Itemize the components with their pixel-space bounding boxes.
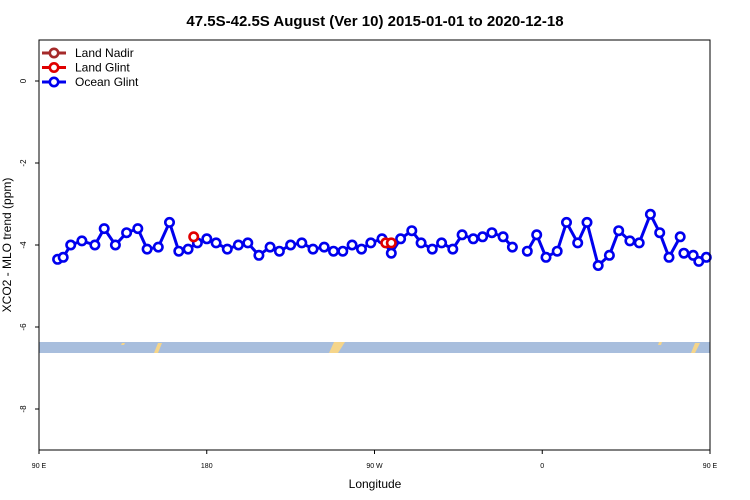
- ocean-glint-point: [624, 235, 636, 247]
- y-tick-label: -2: [19, 159, 28, 167]
- land-glint-point: [188, 231, 200, 243]
- ocean-glint-point: [89, 239, 101, 251]
- ocean-glint-point: [678, 247, 690, 259]
- ocean-glint-point: [337, 245, 349, 257]
- ocean-glint-point: [210, 237, 222, 249]
- ocean-glint-point: [560, 216, 572, 228]
- ocean-glint-point: [121, 227, 133, 239]
- ocean-glint-point: [654, 227, 666, 239]
- legend-label: Ocean Glint: [75, 75, 139, 89]
- ocean-glint-point: [201, 233, 213, 245]
- ocean-glint-point: [572, 237, 584, 249]
- ocean-glint-point: [592, 259, 604, 271]
- ocean-glint-line: [57, 218, 514, 261]
- ocean-glint-point: [273, 245, 285, 257]
- ocean-glint-point: [173, 245, 185, 257]
- legend-label: Land Glint: [75, 61, 130, 75]
- x-tick-label: 90 W: [366, 463, 383, 470]
- ocean-glint-point: [109, 239, 121, 251]
- ocean-glint-point: [467, 233, 479, 245]
- ocean-glint-point: [318, 241, 330, 253]
- y-tick-label: 0: [19, 78, 28, 83]
- y-axis-label: XCO2 - MLO trend (ppm): [0, 178, 14, 313]
- land-patch: [329, 342, 345, 353]
- ocean-strip: [39, 342, 710, 353]
- land-patch: [658, 342, 662, 345]
- ocean-glint-point: [132, 223, 144, 235]
- ocean-glint-point: [674, 231, 686, 243]
- ocean-glint-point: [182, 243, 194, 255]
- x-axis-label: Longitude: [349, 477, 402, 491]
- land-ocean-strip: [39, 342, 710, 353]
- ocean-glint-point: [700, 251, 712, 263]
- ocean-glint-point: [477, 231, 489, 243]
- land-glint-point: [385, 237, 397, 249]
- ocean-glint-point: [76, 235, 88, 247]
- y-tick-label: -4: [19, 241, 28, 249]
- ocean-glint-point: [264, 241, 276, 253]
- y-axis: 0 -2 -4 -6 -8: [19, 78, 39, 413]
- ocean-glint-point: [447, 243, 459, 255]
- ocean-glint-point: [506, 241, 518, 253]
- ocean-glint-point: [531, 229, 543, 241]
- ocean-glint-point: [406, 225, 418, 237]
- ocean-glint-point: [221, 243, 233, 255]
- land-patch: [691, 343, 700, 353]
- ocean-glint-point: [551, 245, 563, 257]
- ocean-glint-point: [164, 216, 176, 228]
- ocean-glint-point: [307, 243, 319, 255]
- ocean-glint-point: [613, 225, 625, 237]
- legend-marker: [48, 47, 60, 59]
- ocean-glint-point: [456, 229, 468, 241]
- ocean-glint-point: [663, 251, 675, 263]
- ocean-glint-point: [232, 239, 244, 251]
- ocean-glint-point: [540, 251, 552, 263]
- ocean-glint-point: [426, 243, 438, 255]
- ocean-glint-point: [57, 251, 69, 263]
- land-patch: [121, 343, 125, 345]
- ocean-glint-point: [436, 237, 448, 249]
- ocean-glint-point: [253, 249, 265, 261]
- ocean-glint-point: [415, 237, 427, 249]
- ocean-glint-point: [346, 239, 358, 251]
- ocean-glint-point: [644, 208, 656, 220]
- ocean-glint-point: [296, 237, 308, 249]
- ocean-glint-point: [141, 243, 153, 255]
- chart-title: 47.5S-42.5S August (Ver 10) 2015-01-01 t…: [186, 13, 563, 30]
- land-patch: [154, 343, 162, 353]
- ocean-glint-point: [355, 243, 367, 255]
- x-tick-label: 180: [201, 463, 213, 470]
- ocean-glint-point: [633, 237, 645, 249]
- y-tick-label: -6: [19, 323, 28, 331]
- series-layer: [52, 208, 712, 271]
- ocean-glint-point: [98, 223, 110, 235]
- ocean-glint-point: [285, 239, 297, 251]
- ocean-glint-point: [521, 245, 533, 257]
- legend-label: Land Nadir: [75, 46, 134, 60]
- ocean-glint-point: [385, 247, 397, 259]
- ocean-glint-point: [581, 216, 593, 228]
- x-tick-label: 90 E: [32, 463, 47, 470]
- ocean-glint-point: [327, 245, 339, 257]
- ocean-glint-point: [242, 237, 254, 249]
- legend-marker: [48, 76, 60, 88]
- x-tick-label: 0: [540, 463, 544, 470]
- x-tick-label: 90 E: [703, 463, 718, 470]
- ocean-glint-point: [486, 227, 498, 239]
- ocean-glint-point: [365, 237, 377, 249]
- ocean-glint-point: [65, 239, 77, 251]
- y-tick-label: -8: [19, 405, 28, 413]
- ocean-glint-line: [525, 210, 682, 269]
- ocean-glint-point: [603, 249, 615, 261]
- ocean-glint-point: [395, 233, 407, 245]
- ocean-glint-point: [497, 231, 509, 243]
- legend-marker: [48, 61, 60, 73]
- ocean-glint-point: [152, 241, 164, 253]
